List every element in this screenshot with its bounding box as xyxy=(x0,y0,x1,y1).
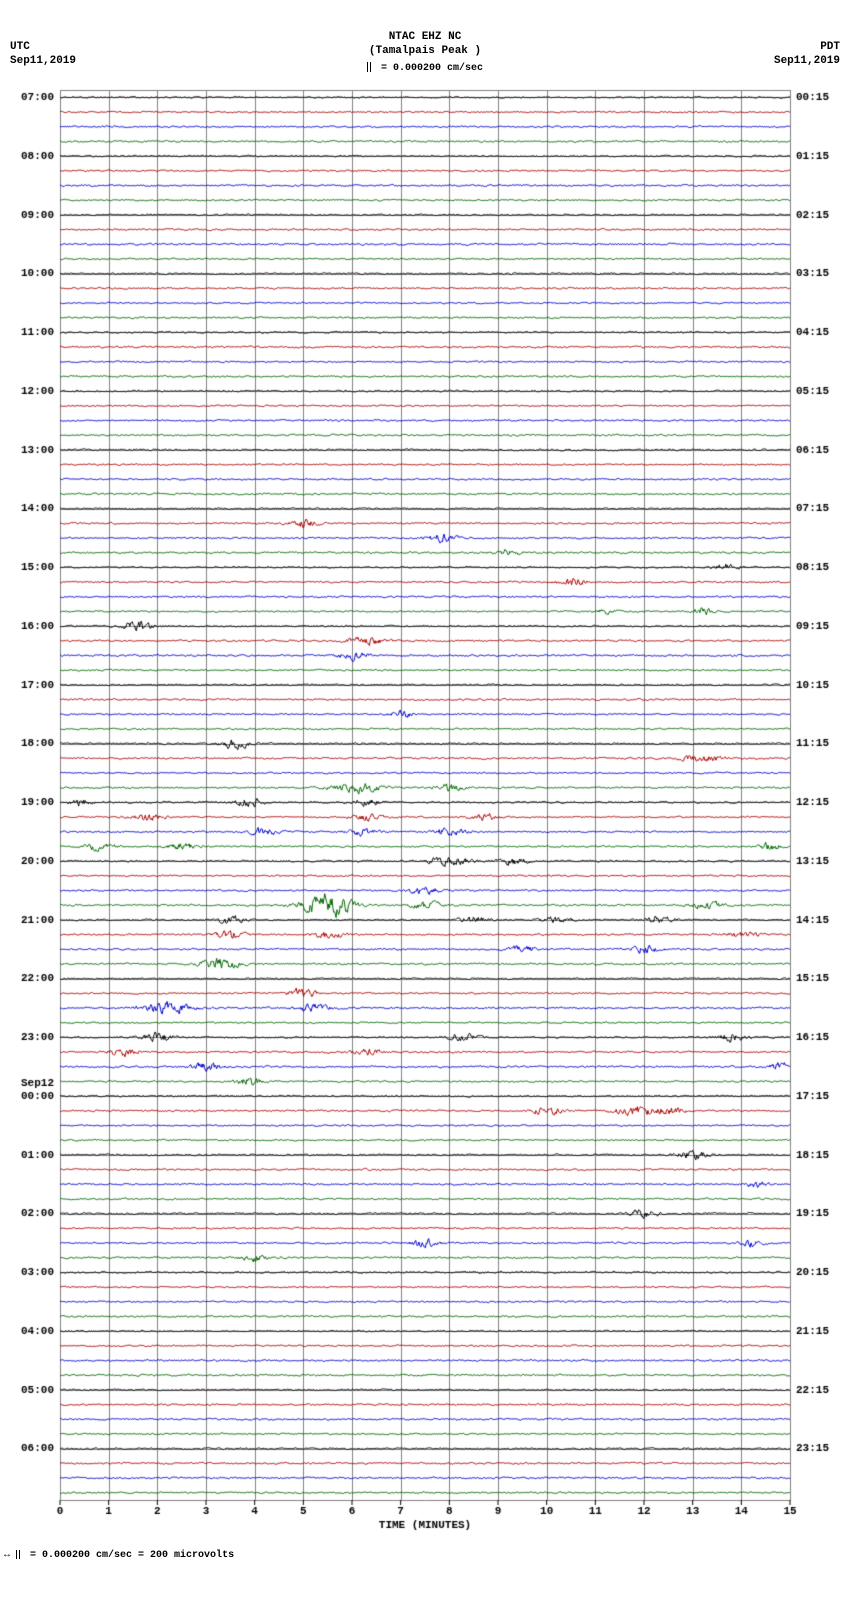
seismogram-plot xyxy=(0,80,850,1540)
footer: ↔ = 0.000200 cm/sec = 200 microvolts xyxy=(0,1540,850,1561)
scale-text: = 0.000200 cm/sec xyxy=(381,63,483,74)
header: UTC Sep11,2019 NTAC EHZ NC (Tamalpais Pe… xyxy=(0,0,850,80)
seismogram-canvas xyxy=(0,80,850,1540)
scale-indicator: = 0.000200 cm/sec xyxy=(0,62,850,76)
title-block: NTAC EHZ NC (Tamalpais Peak ) = 0.000200… xyxy=(0,30,850,76)
right-timezone-block: PDT Sep11,2019 xyxy=(774,40,840,68)
station-name: (Tamalpais Peak ) xyxy=(0,44,850,58)
right-tz-label: PDT xyxy=(774,40,840,54)
scale-bar-icon xyxy=(367,62,371,72)
footer-text: = 0.000200 cm/sec = 200 microvolts xyxy=(30,1550,234,1561)
footer-scale-bar-icon xyxy=(16,1550,20,1559)
station-code: NTAC EHZ NC xyxy=(0,30,850,44)
footer-marker: ↔ xyxy=(4,1550,16,1561)
right-tz-date: Sep11,2019 xyxy=(774,54,840,68)
